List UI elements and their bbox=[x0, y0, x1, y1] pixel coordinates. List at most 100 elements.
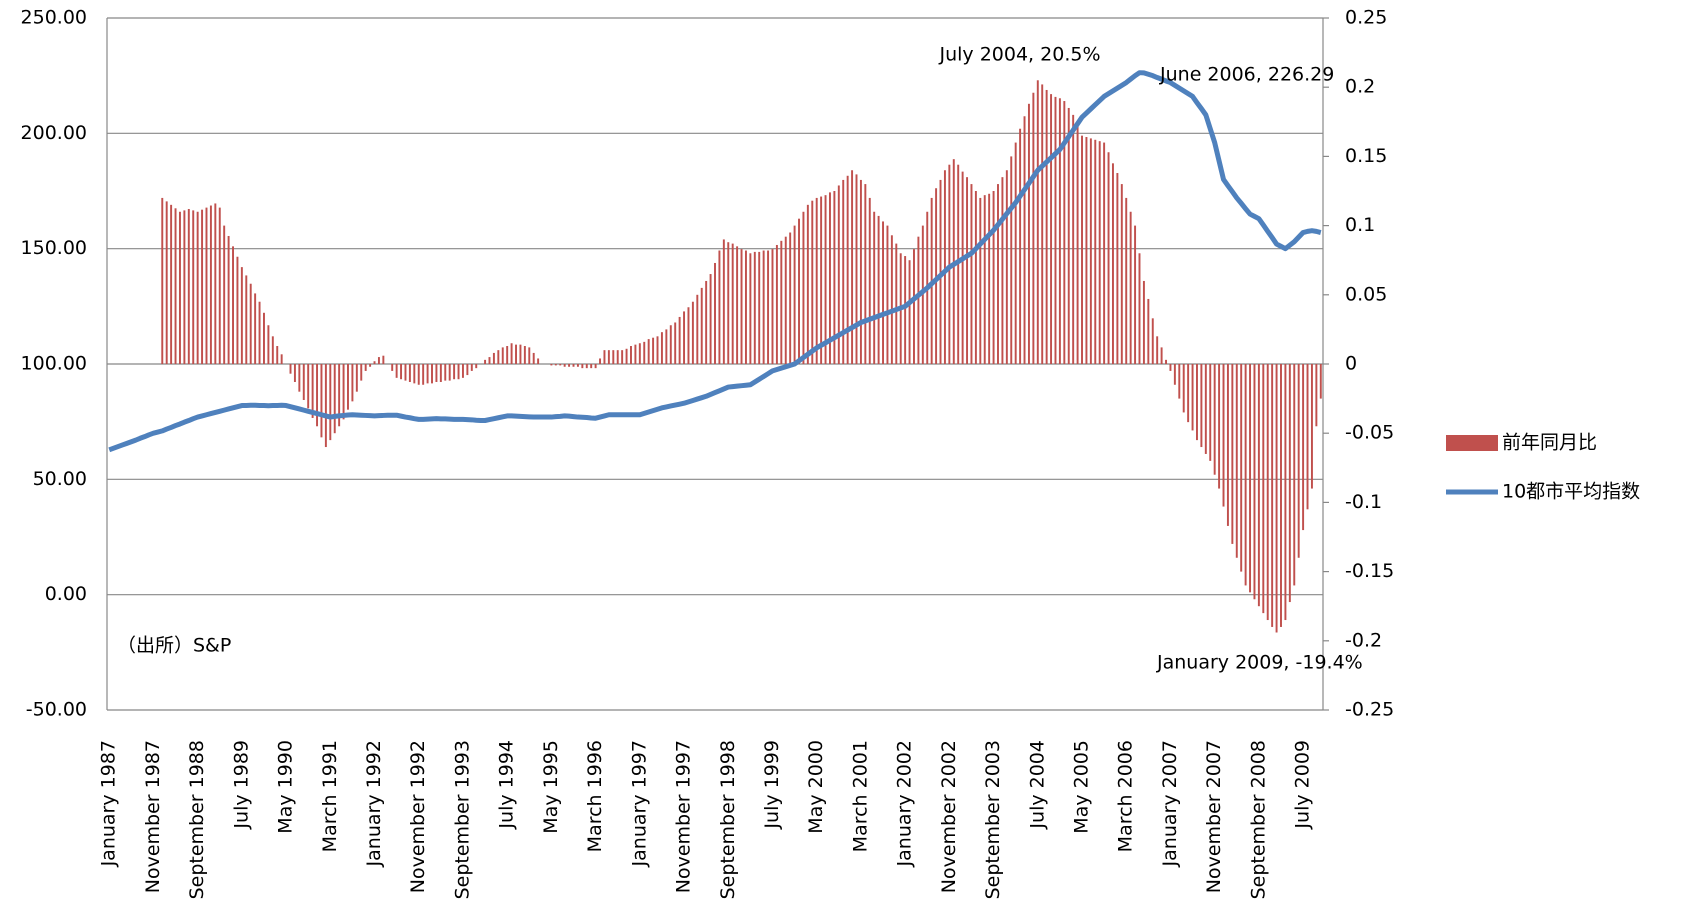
bar bbox=[453, 364, 456, 380]
bar bbox=[943, 170, 946, 364]
bar bbox=[1165, 359, 1167, 364]
bar bbox=[342, 364, 345, 420]
bar bbox=[1081, 135, 1083, 364]
bar bbox=[935, 188, 938, 364]
bar bbox=[802, 211, 805, 364]
bar bbox=[1293, 364, 1296, 586]
bar bbox=[537, 358, 540, 364]
x-tick-label: July 1989 bbox=[230, 740, 252, 830]
bar bbox=[271, 336, 274, 364]
y-tick-label: 50.00 bbox=[33, 468, 87, 490]
bar bbox=[780, 240, 783, 364]
x-tick-label: July 1994 bbox=[496, 740, 518, 830]
bar bbox=[232, 246, 234, 364]
bar bbox=[1063, 101, 1066, 364]
bar bbox=[249, 283, 252, 364]
bar bbox=[510, 343, 513, 364]
x-tick-label: January 1997 bbox=[628, 740, 650, 867]
x-tick-label: May 1995 bbox=[540, 740, 562, 834]
bar bbox=[254, 293, 257, 364]
bar bbox=[647, 339, 650, 364]
bar bbox=[435, 364, 438, 382]
bar bbox=[576, 364, 579, 367]
bar bbox=[497, 350, 500, 364]
bar bbox=[1151, 318, 1154, 364]
bar bbox=[1120, 184, 1123, 364]
bar bbox=[484, 359, 487, 364]
y2-tick-label: 0.05 bbox=[1345, 283, 1387, 305]
bar bbox=[1310, 364, 1313, 489]
legend-swatch bbox=[1446, 435, 1498, 451]
bar bbox=[395, 364, 398, 378]
bar bbox=[187, 208, 190, 364]
bar bbox=[1058, 98, 1061, 364]
bar bbox=[660, 332, 663, 364]
bar bbox=[700, 287, 703, 364]
bar bbox=[767, 250, 770, 364]
bar bbox=[890, 235, 893, 364]
bar bbox=[806, 204, 809, 364]
bar bbox=[616, 350, 619, 364]
bar bbox=[311, 364, 314, 418]
x-tick-label: September 1988 bbox=[186, 740, 208, 899]
x-tick-label: January 1987 bbox=[98, 740, 120, 867]
bar bbox=[240, 267, 243, 364]
bar bbox=[431, 364, 433, 384]
bar bbox=[966, 177, 969, 364]
bar bbox=[276, 346, 279, 364]
x-tick-label: November 1987 bbox=[142, 740, 164, 893]
bar bbox=[1231, 364, 1234, 544]
bar bbox=[165, 201, 168, 364]
bar bbox=[426, 364, 429, 384]
bar bbox=[859, 179, 862, 364]
bar bbox=[214, 203, 217, 364]
bar bbox=[740, 249, 743, 364]
bar bbox=[223, 225, 226, 364]
bar bbox=[718, 250, 721, 364]
bar bbox=[828, 192, 831, 364]
bar bbox=[904, 256, 907, 364]
bar bbox=[258, 301, 261, 364]
bar bbox=[1027, 103, 1030, 365]
bar bbox=[1187, 364, 1190, 423]
bar bbox=[192, 210, 195, 364]
y-tick-label: -50.00 bbox=[26, 699, 87, 721]
x-tick-label: November 2002 bbox=[938, 740, 960, 893]
x-tick-label: September 1998 bbox=[717, 740, 739, 899]
bar bbox=[882, 221, 885, 364]
bar bbox=[377, 357, 380, 364]
bar bbox=[771, 249, 774, 364]
bar bbox=[1142, 280, 1145, 364]
bar bbox=[183, 210, 186, 364]
bar bbox=[302, 364, 305, 400]
bar bbox=[709, 274, 712, 364]
bar bbox=[974, 191, 977, 364]
bar bbox=[895, 243, 898, 364]
annotation: June 2006, 226.29 bbox=[1159, 64, 1334, 86]
bar bbox=[674, 322, 677, 364]
bar bbox=[846, 175, 849, 364]
bar bbox=[939, 179, 942, 364]
bar bbox=[333, 364, 336, 434]
x-tick-label: July 2009 bbox=[1292, 740, 1314, 830]
bar bbox=[1240, 364, 1243, 572]
bar bbox=[506, 346, 509, 364]
bar bbox=[298, 364, 301, 392]
x-tick-label: July 1999 bbox=[761, 740, 783, 830]
bar bbox=[1257, 364, 1260, 607]
bar bbox=[687, 307, 690, 364]
y2-tick-label: 0.25 bbox=[1345, 7, 1387, 29]
bar bbox=[877, 215, 880, 364]
bar bbox=[634, 344, 637, 364]
bar bbox=[1182, 364, 1185, 413]
bar bbox=[1306, 364, 1309, 510]
bar bbox=[753, 251, 756, 364]
bar bbox=[873, 211, 876, 364]
bar bbox=[444, 364, 447, 381]
bar bbox=[731, 243, 734, 364]
bar bbox=[1266, 364, 1269, 621]
bar bbox=[563, 364, 566, 367]
legend-label: 10都市平均指数 bbox=[1502, 481, 1640, 503]
bar bbox=[523, 346, 526, 364]
bar bbox=[488, 357, 491, 364]
